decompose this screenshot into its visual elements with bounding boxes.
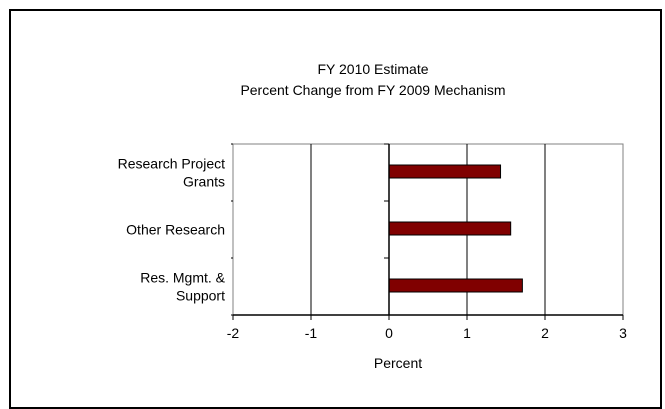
x-tick-label: -2	[227, 325, 240, 341]
bar	[388, 164, 502, 179]
bar	[388, 221, 512, 236]
x-axis-title: Percent	[374, 355, 422, 371]
x-tick-label: -1	[305, 325, 318, 341]
category-label: Grants	[183, 174, 225, 190]
x-tick-label: 0	[385, 325, 393, 341]
chart-title: FY 2010 Estimate	[317, 61, 428, 77]
chart-frame	[9, 9, 662, 409]
category-label: Support	[176, 288, 225, 304]
category-label: Res. Mgmt. &	[140, 270, 225, 286]
chart-subtitle: Percent Change from FY 2009 Mechanism	[240, 82, 505, 98]
bar	[388, 278, 523, 293]
x-tick-label: 2	[541, 325, 549, 341]
x-tick-label: 1	[463, 325, 471, 341]
category-label: Research Project	[118, 156, 225, 172]
x-tick-label: 3	[619, 325, 627, 341]
bar-chart: FY 2010 Estimate Percent Change from FY …	[118, 61, 627, 371]
category-label: Other Research	[126, 222, 225, 238]
